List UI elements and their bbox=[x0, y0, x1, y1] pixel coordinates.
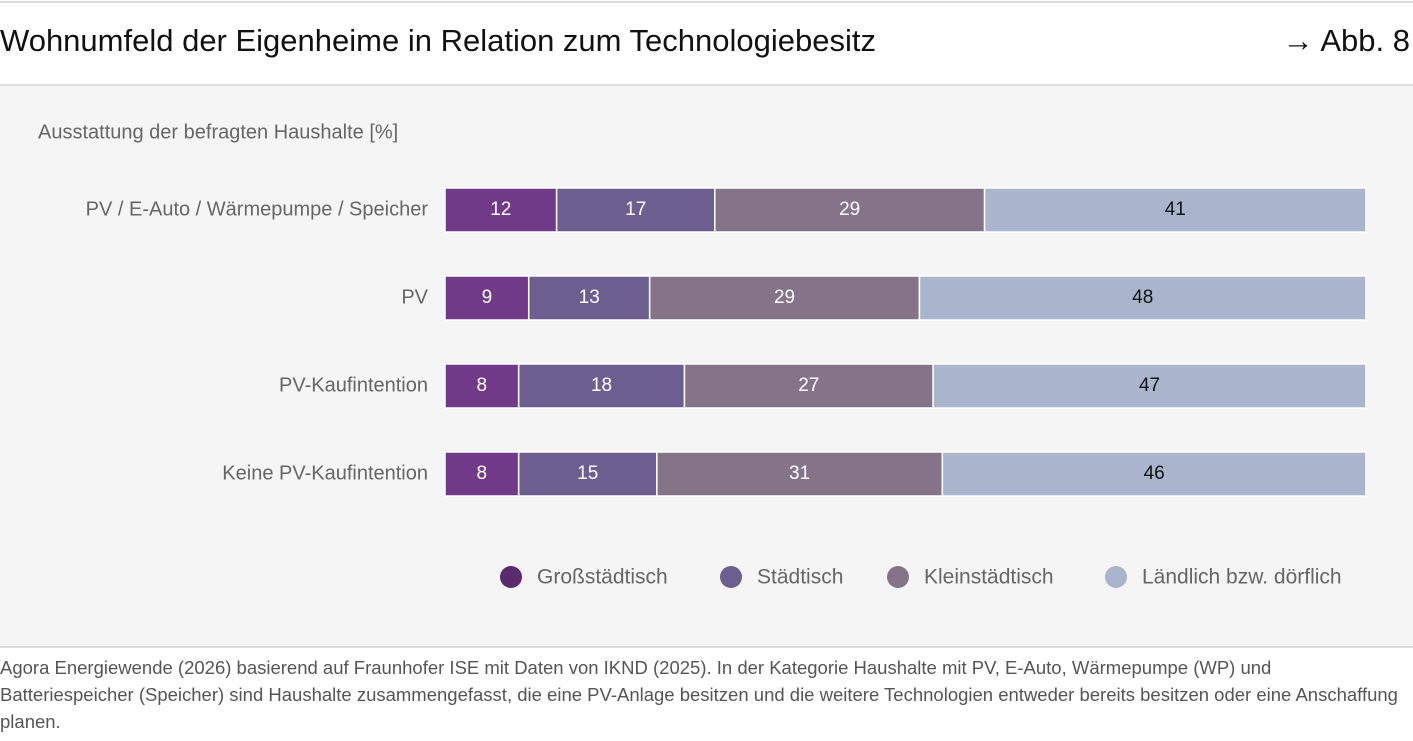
value-label: 47 bbox=[1139, 375, 1160, 396]
legend-label: Städtisch bbox=[757, 566, 843, 589]
value-label: 12 bbox=[490, 199, 511, 220]
bar-segment bbox=[444, 275, 530, 321]
value-label: 29 bbox=[839, 199, 860, 220]
legend-label: Großstädtisch bbox=[537, 566, 668, 589]
bar-segment bbox=[444, 363, 520, 409]
bar-segment bbox=[527, 275, 651, 321]
category-label: PV bbox=[401, 286, 428, 308]
value-label: 17 bbox=[625, 199, 646, 220]
legend-label: Ländlich bzw. dörflich bbox=[1142, 566, 1342, 589]
subtitle: Ausstattung der befragten Haushalte [%] bbox=[38, 121, 398, 143]
legend-marker bbox=[1105, 566, 1127, 588]
value-label: 9 bbox=[482, 287, 493, 308]
bar-segment bbox=[983, 187, 1367, 233]
legend-marker bbox=[500, 566, 522, 588]
figure-ref: → Abb. 8 bbox=[1282, 23, 1410, 58]
bar-segment bbox=[517, 363, 686, 409]
legend-marker bbox=[887, 566, 909, 588]
value-label: 46 bbox=[1144, 463, 1165, 484]
value-label: 29 bbox=[774, 287, 795, 308]
bar-segment bbox=[918, 275, 1367, 321]
value-label: 18 bbox=[591, 375, 612, 396]
legend-label: Kleinstädtisch bbox=[924, 566, 1054, 589]
value-label: 8 bbox=[477, 463, 488, 484]
bar-segment bbox=[444, 451, 520, 497]
bar-segment bbox=[444, 187, 558, 233]
value-label: 8 bbox=[477, 375, 488, 396]
value-label: 13 bbox=[579, 287, 600, 308]
value-label: 27 bbox=[798, 375, 819, 396]
bar-segment bbox=[932, 363, 1367, 409]
chart: Wohnumfeld der Eigenheime in Relation zu… bbox=[0, 1, 1413, 648]
legend-marker bbox=[720, 566, 742, 588]
source-note: Agora Energiewende (2026) basierend auf … bbox=[0, 657, 1398, 732]
bar-segment bbox=[941, 451, 1367, 497]
bar-segment bbox=[683, 363, 934, 409]
bar-segment bbox=[648, 275, 921, 321]
category-label: PV / E-Auto / Wärmepumpe / Speicher bbox=[86, 198, 429, 220]
value-label: 31 bbox=[789, 463, 810, 484]
category-label: PV-Kaufintention bbox=[279, 374, 428, 396]
value-label: 15 bbox=[577, 463, 598, 484]
chart-title: Wohnumfeld der Eigenheime in Relation zu… bbox=[0, 23, 876, 58]
category-label: Keine PV-Kaufintention bbox=[222, 462, 428, 484]
value-label: 48 bbox=[1132, 287, 1153, 308]
bar-segment bbox=[517, 451, 658, 497]
value-label: 41 bbox=[1165, 199, 1186, 220]
